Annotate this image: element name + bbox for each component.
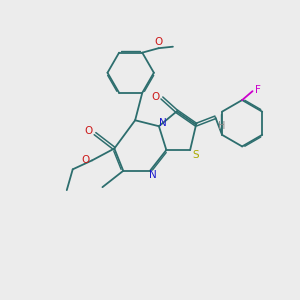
Text: F: F	[255, 85, 261, 95]
Text: O: O	[81, 155, 90, 165]
Text: O: O	[155, 37, 163, 46]
Text: O: O	[84, 126, 93, 136]
Text: N: N	[159, 118, 167, 128]
Text: O: O	[151, 92, 160, 101]
Text: H: H	[218, 121, 226, 130]
Text: S: S	[192, 150, 199, 160]
Text: N: N	[148, 170, 156, 180]
